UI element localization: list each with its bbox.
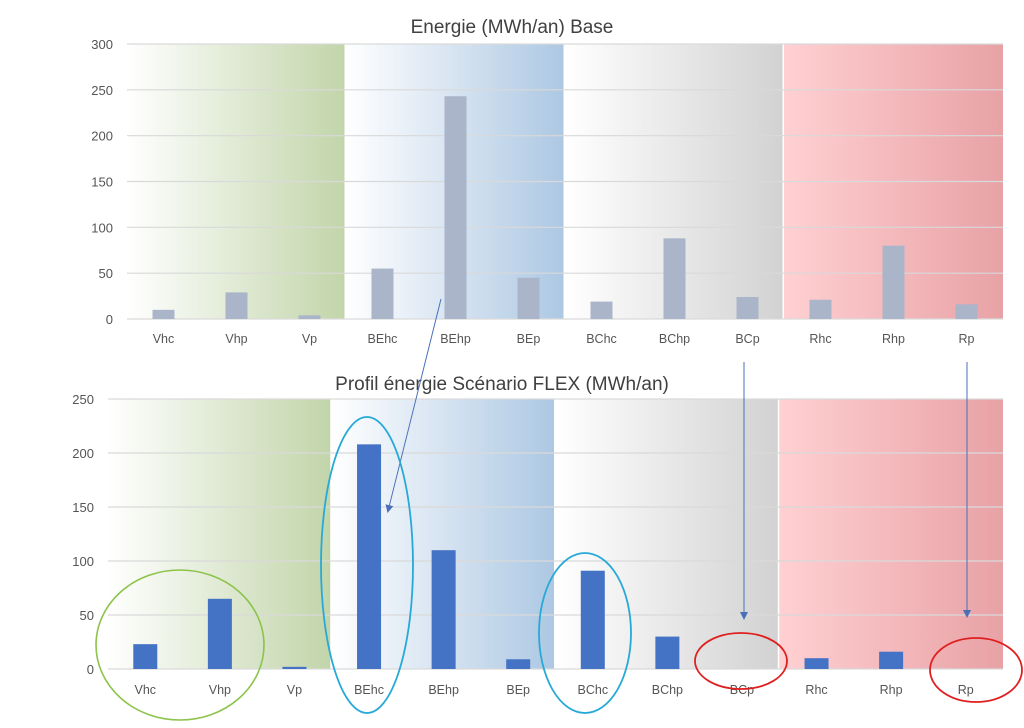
x-tick-label: BChc <box>586 332 617 346</box>
bar-BEp <box>506 659 531 669</box>
y-tick-label: 150 <box>72 500 94 515</box>
x-tick-label: BChp <box>659 332 690 346</box>
highlight-circle-v <box>95 569 265 721</box>
bar-BEp <box>517 277 540 319</box>
bar-BEhp <box>444 96 467 319</box>
bar-BChp <box>663 238 686 319</box>
x-tick-label: Vhp <box>209 683 231 697</box>
y-tick-label: 100 <box>72 554 94 569</box>
bar-Rhp <box>879 651 904 669</box>
x-tick-label: BEp <box>517 332 541 346</box>
x-tick-label: BEhc <box>354 683 384 697</box>
x-tick-label: Vp <box>302 332 317 346</box>
bar-Vhp <box>207 598 232 669</box>
arrow-behp-to-behc <box>385 298 442 513</box>
x-tick-label: BChc <box>578 683 609 697</box>
y-tick-label: 250 <box>91 83 113 98</box>
x-tick-label: Rp <box>959 332 975 346</box>
x-tick-label: Rhp <box>882 332 905 346</box>
x-tick-label: BEhp <box>428 683 459 697</box>
y-tick-label: 250 <box>72 392 94 407</box>
bar-BEhp <box>431 550 456 669</box>
bar-Rhp <box>882 245 905 319</box>
x-tick-label: Rhc <box>809 332 831 346</box>
bar-Rhc <box>804 658 829 669</box>
highlight-circle-rp <box>929 637 1023 703</box>
x-tick-label: Rp <box>958 683 974 697</box>
annotations <box>95 298 1023 721</box>
bar-Vhc <box>133 644 158 669</box>
y-tick-label: 50 <box>80 608 94 623</box>
x-tick-label: Rhc <box>805 683 827 697</box>
y-tick-label: 300 <box>91 37 113 52</box>
bar-Vhp <box>225 292 248 319</box>
x-tick-label: Vhp <box>225 332 247 346</box>
x-tick-label: Vhc <box>135 683 157 697</box>
highlight-circle-behc <box>320 416 414 714</box>
flex-energy-chart: Profil énergie Scénario FLEX (MWh/an) 0 5… <box>72 374 1003 697</box>
y-tick-label: 200 <box>72 446 94 461</box>
bar-BEhc <box>357 444 382 669</box>
bar-BChp <box>655 636 680 669</box>
x-tick-label: BEhc <box>368 332 398 346</box>
bar-BChc <box>580 570 605 669</box>
highlight-circle-bchc <box>538 552 632 714</box>
x-tick-label: BEp <box>506 683 530 697</box>
x-tick-label: BEhp <box>440 332 471 346</box>
x-tick-label: Vp <box>287 683 302 697</box>
y-tick-label: 0 <box>87 662 94 677</box>
bar-BCp <box>736 297 759 319</box>
bar-Vp <box>298 315 321 319</box>
y-tick-label: 100 <box>91 220 113 235</box>
chart-title: Energie (MWh/an) Base <box>411 17 614 38</box>
bar-Rhc <box>809 299 832 319</box>
bar-Rp <box>955 304 978 319</box>
y-tick-label: 200 <box>91 129 113 144</box>
y-tick-label: 150 <box>91 175 113 190</box>
x-tick-label: BCp <box>735 332 759 346</box>
x-tick-label: BCp <box>730 683 754 697</box>
x-tick-label: BChp <box>652 683 683 697</box>
bar-BChc <box>590 301 613 319</box>
chart-title: Profil énergie Scénario FLEX (MWh/an) <box>335 374 669 395</box>
y-tick-label: 50 <box>99 266 113 281</box>
bar-Vhc <box>152 309 175 319</box>
bar-Vp <box>282 666 307 669</box>
x-tick-label: Vhc <box>153 332 175 346</box>
x-tick-label: Rhp <box>880 683 903 697</box>
highlight-circle-bcp <box>694 632 788 690</box>
y-tick-label: 0 <box>106 312 113 327</box>
band-r <box>779 399 1003 669</box>
bar-BEhc <box>371 268 394 319</box>
base-energy-chart: Energie (MWh/an) Base 0 50 100 150 200 250 300… <box>91 17 1003 346</box>
